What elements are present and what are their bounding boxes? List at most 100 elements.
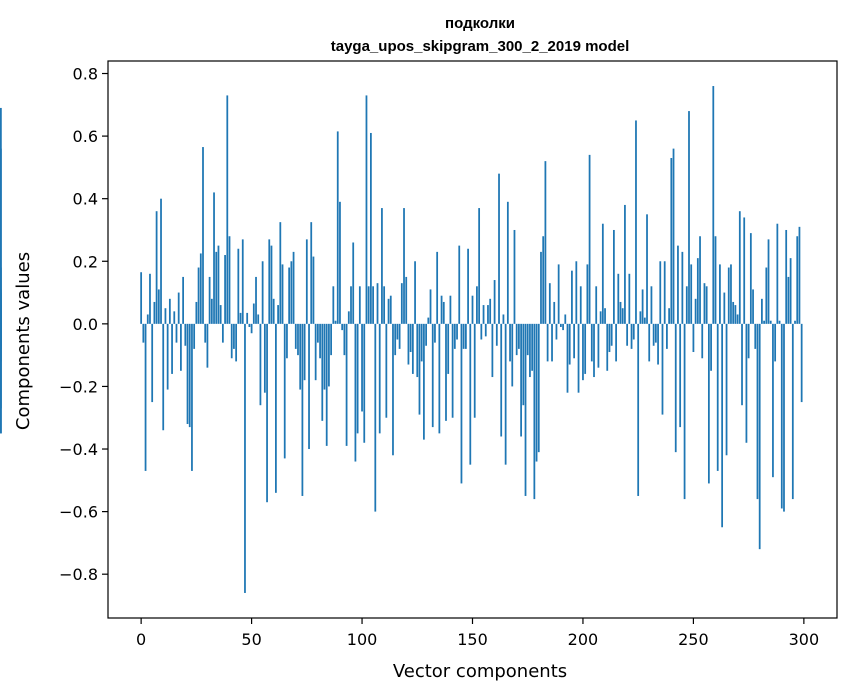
- bar-189: [557, 264, 560, 324]
- bar-193: [566, 323, 569, 393]
- bar-181: [540, 251, 542, 324]
- bar-294: [789, 258, 792, 324]
- bar-26: [197, 267, 200, 324]
- bar-3: [146, 314, 149, 324]
- bar-119: [403, 208, 405, 324]
- bar-252: [696, 258, 699, 324]
- bar-222: [630, 323, 633, 349]
- bar-96: [352, 242, 355, 324]
- bar-258: [710, 323, 712, 371]
- bar-127: [420, 323, 423, 362]
- bar-84: [325, 323, 328, 446]
- bar-235: [659, 261, 662, 324]
- bar-87: [332, 286, 335, 324]
- bar-137: [442, 301, 445, 324]
- bar-156: [484, 323, 487, 337]
- bar-275: [747, 323, 750, 359]
- bar-13: [168, 298, 171, 324]
- bar-213: [610, 323, 613, 346]
- bar-270: [736, 314, 739, 324]
- bar-176: [529, 323, 531, 378]
- bar-194: [568, 323, 571, 365]
- bar-269: [734, 305, 737, 324]
- bar-283: [765, 267, 768, 324]
- bar-280: [758, 323, 761, 550]
- bar-196: [573, 323, 575, 359]
- bar-89: [336, 131, 339, 324]
- bar-83: [323, 323, 326, 390]
- bar-257: [707, 323, 710, 484]
- bar-216: [617, 273, 620, 324]
- bar-72: [299, 323, 302, 390]
- bar-12: [166, 323, 169, 390]
- bar-40: [228, 236, 231, 324]
- bar-53: [257, 314, 260, 324]
- bar-293: [787, 276, 790, 324]
- bar-64: [281, 264, 284, 324]
- x-tick-label: 100: [347, 630, 378, 649]
- bar-279: [756, 323, 759, 500]
- bar-132: [431, 323, 434, 428]
- bar-230: [648, 323, 651, 362]
- bar-22: [188, 323, 191, 428]
- bar-75: [305, 239, 308, 324]
- bar-92: [343, 323, 346, 356]
- bar-6: [153, 301, 156, 324]
- bar-131: [429, 289, 432, 324]
- bar-120: [405, 276, 408, 324]
- bar-85: [328, 323, 330, 387]
- bar-133: [434, 323, 436, 343]
- y-tick-label: −0.4: [59, 440, 98, 459]
- bar-27: [199, 253, 202, 324]
- bar-265: [725, 323, 728, 456]
- bar-98: [356, 323, 359, 434]
- bar-250: [692, 323, 695, 353]
- bar-70: [294, 323, 297, 349]
- bar-148: [467, 248, 469, 324]
- bar-197: [575, 261, 578, 324]
- bar-122: [409, 323, 412, 353]
- bar-97: [354, 323, 357, 462]
- bar-65: [283, 323, 286, 459]
- bar-206: [595, 286, 598, 324]
- bar-217: [619, 301, 622, 324]
- bar-130: [427, 317, 430, 324]
- bar-44: [237, 248, 240, 324]
- y-tick-label: 0.0: [73, 315, 98, 334]
- bar-233: [654, 323, 657, 343]
- bar-224: [635, 120, 637, 324]
- x-tick-label: 50: [241, 630, 261, 649]
- bar-20: [184, 323, 187, 346]
- bar-246: [683, 323, 686, 500]
- bar-68: [290, 261, 293, 324]
- bar-37: [221, 323, 224, 343]
- bars-group: [0, 86, 803, 593]
- bar-undefined: [0, 323, 2, 434]
- bar-55: [261, 261, 264, 324]
- bar-225: [637, 323, 640, 496]
- bar-284: [767, 239, 770, 324]
- bar-274: [745, 323, 748, 443]
- bar-231: [650, 286, 653, 324]
- bar-268: [732, 301, 735, 324]
- bar-110: [383, 286, 386, 324]
- bar-249: [690, 264, 693, 324]
- bar-145: [460, 323, 463, 484]
- bar-218: [621, 308, 624, 324]
- bar-296: [794, 320, 796, 324]
- bar-215: [615, 323, 617, 362]
- bar-195: [571, 270, 573, 324]
- bar-170: [515, 323, 518, 356]
- bar-166: [506, 201, 509, 324]
- bar-49: [248, 323, 251, 327]
- bar-94: [347, 311, 350, 324]
- bar-124: [414, 261, 416, 324]
- bar-238: [666, 323, 668, 349]
- bar-43: [235, 323, 238, 362]
- plot-frame: [107, 60, 838, 619]
- bar-77: [310, 222, 313, 324]
- bar-117: [398, 323, 401, 349]
- bar-289: [778, 320, 781, 324]
- bar-0: [140, 272, 143, 324]
- bar-69: [292, 251, 295, 324]
